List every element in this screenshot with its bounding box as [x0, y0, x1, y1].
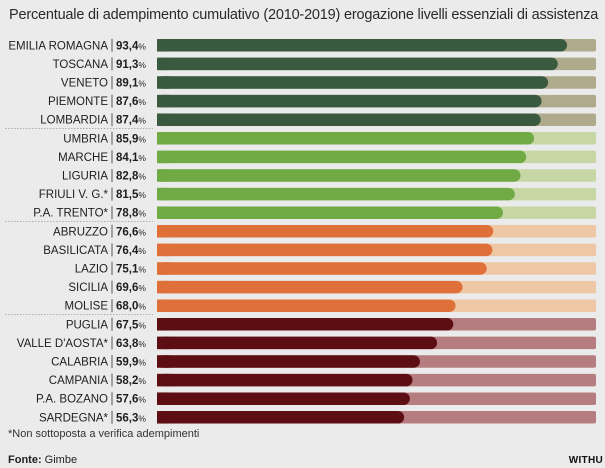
- value-label: 59,9%: [116, 357, 146, 369]
- value-label: 87,4%: [116, 115, 146, 127]
- value-label: 84,1%: [116, 152, 146, 164]
- brand-logo: WITHU: [568, 455, 603, 466]
- bar-left-edge: [157, 299, 170, 312]
- bar: [157, 169, 521, 182]
- category-label: FRIULI V. G.*: [39, 189, 109, 201]
- bar-left-edge: [157, 76, 170, 89]
- bar: [157, 132, 535, 145]
- bar: [157, 355, 420, 368]
- bar: [157, 76, 549, 89]
- value-label: 75,1%: [116, 264, 146, 276]
- value-label: 69,6%: [116, 282, 146, 294]
- bar: [157, 39, 568, 52]
- bar: [157, 262, 487, 275]
- source-value: Gimbe: [44, 454, 78, 466]
- bar-left-edge: [157, 411, 170, 424]
- category-label: TOSCANA: [53, 59, 109, 71]
- bar-left-edge: [157, 113, 170, 126]
- bar: [157, 280, 463, 294]
- bar-left-edge: [157, 169, 170, 182]
- bar-left-edge: [157, 373, 170, 387]
- category-label: CALABRIA: [51, 357, 108, 369]
- value-label: 76,4%: [116, 245, 146, 257]
- bar: [157, 392, 410, 405]
- bar-left-edge: [157, 187, 170, 201]
- bar-left-edge: [157, 243, 170, 257]
- value-label: 93,4%: [116, 40, 146, 52]
- bar-left-edge: [157, 39, 170, 52]
- value-label: 56,3%: [116, 412, 146, 424]
- source-line: Fonte: Gimbe: [8, 454, 77, 466]
- bar: [157, 150, 527, 164]
- bar-left-edge: [157, 132, 170, 145]
- bar-left-edge: [157, 206, 170, 219]
- bar: [157, 57, 558, 71]
- bar: [157, 206, 503, 219]
- bar: [157, 243, 493, 257]
- category-label: EMILIA ROMAGNA: [8, 40, 108, 52]
- bar-left-edge: [157, 150, 170, 164]
- bar: [157, 318, 454, 331]
- bar-left-edge: [157, 94, 170, 108]
- value-label: 63,8%: [116, 338, 146, 350]
- category-label: BASILICATA: [43, 245, 108, 257]
- category-label: PIEMONTE: [48, 96, 108, 108]
- category-label: UMBRIA: [63, 133, 108, 145]
- source-label: Fonte:: [8, 454, 42, 466]
- value-label: 89,1%: [116, 78, 146, 90]
- value-label: 58,2%: [116, 375, 146, 387]
- bar: [157, 113, 541, 126]
- bar-left-edge: [157, 318, 170, 331]
- bar: [157, 225, 494, 238]
- category-label: VENETO: [61, 78, 108, 90]
- category-label: LIGURIA: [62, 171, 108, 183]
- bar-left-edge: [157, 336, 170, 350]
- bar-left-edge: [157, 355, 170, 368]
- category-label: SICILIA: [68, 282, 108, 294]
- chart-title: Percentuale di adempimento cumulativo (2…: [9, 7, 599, 23]
- value-label: 68,0%: [116, 301, 146, 313]
- category-label: SARDEGNA*: [39, 412, 109, 424]
- value-label: 67,5%: [116, 319, 146, 331]
- bar: [157, 411, 405, 424]
- value-label: 87,6%: [116, 96, 146, 108]
- category-label: P.A. TRENTO*: [33, 208, 108, 220]
- value-label: 76,6%: [116, 226, 146, 238]
- category-label: MARCHE: [58, 152, 108, 164]
- bar-left-edge: [157, 392, 170, 405]
- category-label: LAZIO: [75, 264, 108, 276]
- value-label: 57,6%: [116, 394, 146, 406]
- category-label: PUGLIA: [66, 319, 109, 331]
- bar: [157, 336, 438, 350]
- bar: [157, 187, 515, 201]
- footnote: *Non sottoposta a verifica adempimenti: [8, 428, 200, 440]
- bar-left-edge: [157, 225, 170, 238]
- category-label: LOMBARDIA: [40, 115, 108, 127]
- value-label: 85,9%: [116, 133, 146, 145]
- bar: [157, 94, 542, 108]
- value-label: 91,3%: [116, 59, 146, 71]
- bar-left-edge: [157, 280, 170, 294]
- value-label: 81,5%: [116, 189, 146, 201]
- category-label: VALLE D'AOSTA*: [17, 338, 109, 350]
- bar: [157, 299, 456, 312]
- value-label: 82,8%: [116, 171, 146, 183]
- bar-left-edge: [157, 262, 170, 275]
- bar-left-edge: [157, 57, 170, 71]
- category-label: ABRUZZO: [53, 226, 108, 238]
- category-label: MOLISE: [65, 301, 109, 313]
- value-label: 78,8%: [116, 208, 146, 220]
- category-label: CAMPANIA: [49, 375, 109, 387]
- category-label: P.A. BOZANO: [36, 394, 108, 406]
- bar: [157, 373, 413, 387]
